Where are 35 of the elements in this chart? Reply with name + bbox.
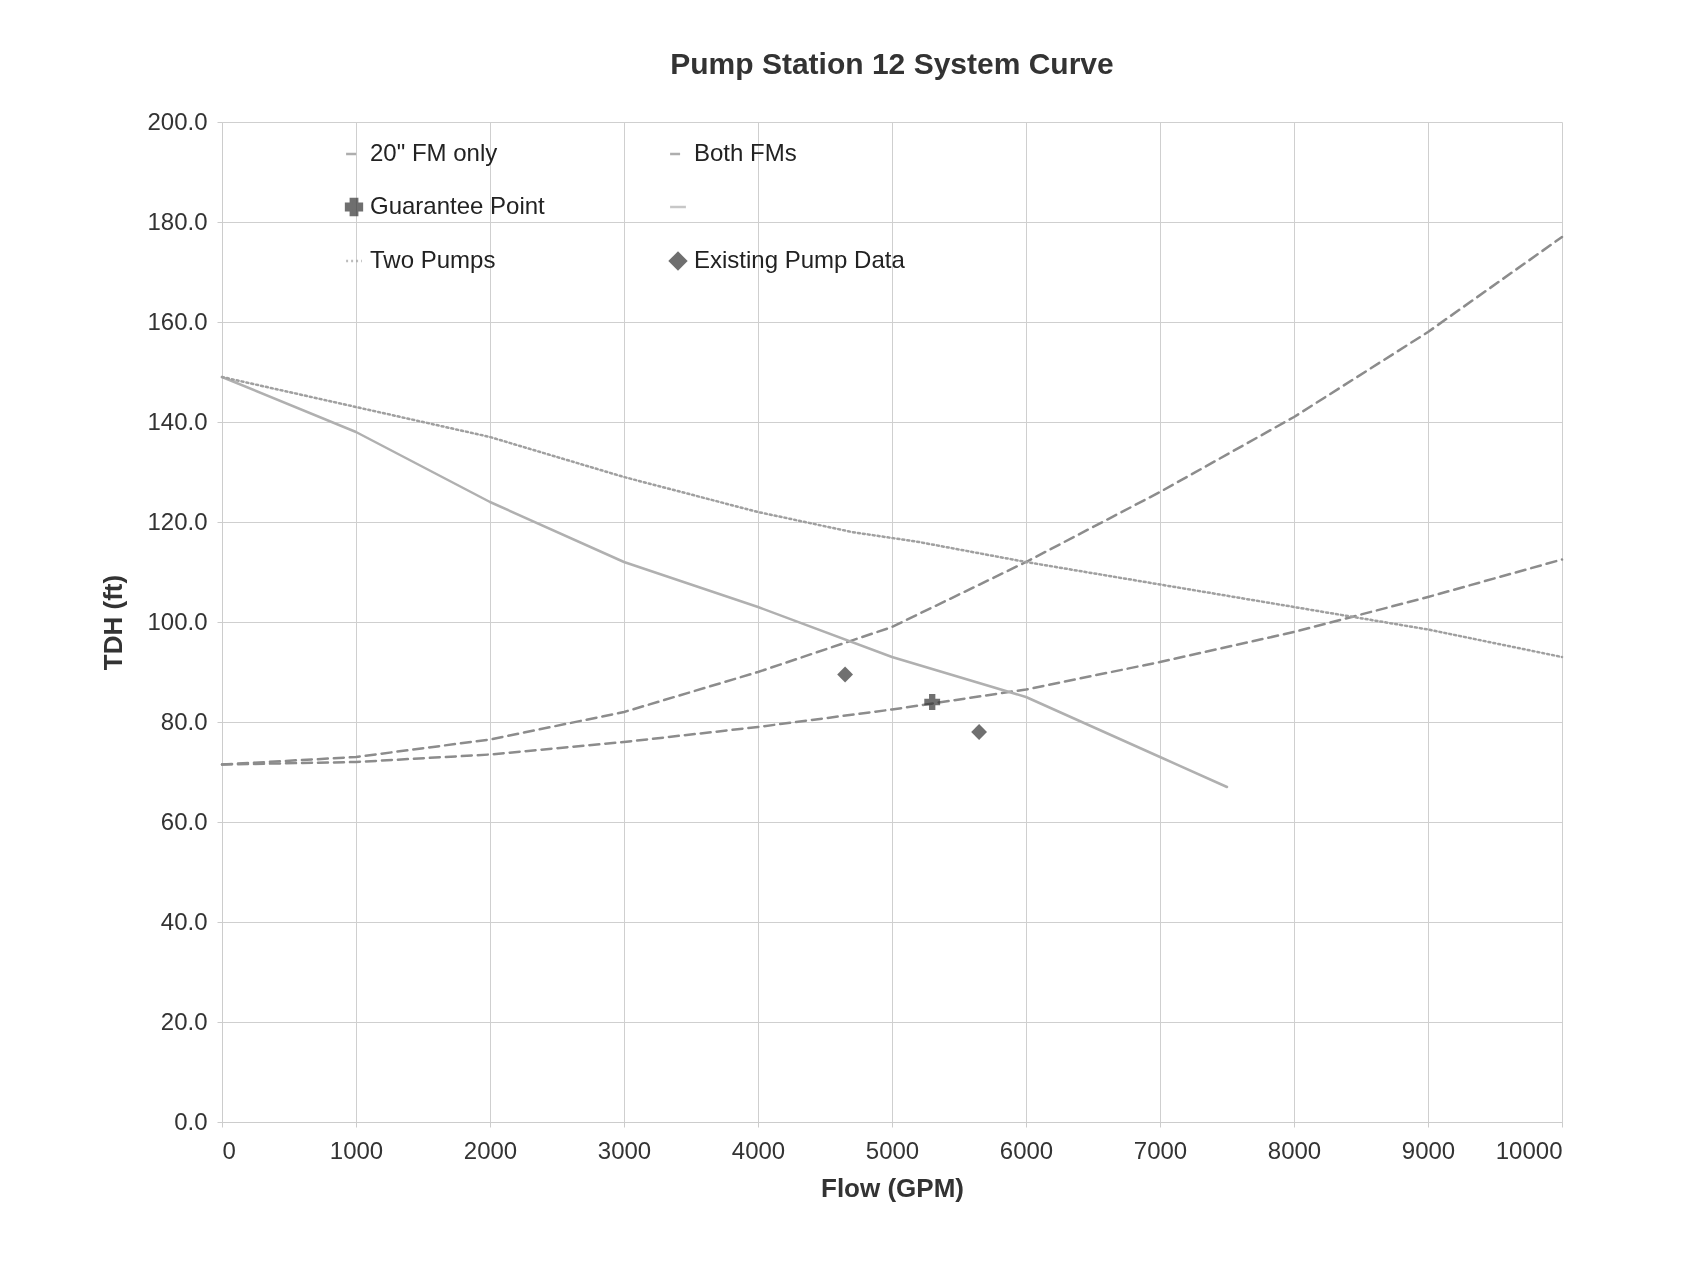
y-tick-label: 40.0 — [160, 907, 208, 935]
y-tick-label: 20.0 — [160, 1007, 208, 1035]
y-tick-label: 120.0 — [147, 507, 208, 535]
x-tick-label: 8000 — [1267, 1136, 1322, 1164]
x-tick-label: 7000 — [1133, 1136, 1188, 1164]
point — [924, 694, 941, 710]
legend-label: 20" FM only — [370, 139, 498, 166]
legend-label: Guarantee Point — [370, 192, 546, 219]
x-tick-label: 5000 — [865, 1136, 920, 1164]
point — [971, 724, 988, 740]
x-tick-label: 1000 — [329, 1136, 384, 1164]
x-tick-label: 2000 — [463, 1136, 518, 1164]
line-series — [220, 375, 1564, 659]
x-axis-title: Flow (GPM) — [821, 1172, 964, 1203]
y-tick-label: 80.0 — [160, 707, 208, 735]
y-tick-label: 180.0 — [147, 207, 208, 235]
point — [837, 666, 854, 683]
y-tick-label: 200.0 — [147, 107, 208, 135]
x-tick-label: 9000 — [1401, 1136, 1456, 1164]
y-tick-label: 140.0 — [147, 407, 208, 435]
chart-title: Pump Station 12 System Curve — [670, 47, 1114, 80]
x-tick-label: 10000 — [1495, 1136, 1563, 1164]
x-tick-label: 6000 — [999, 1136, 1054, 1164]
x-tick-label: 4000 — [731, 1136, 786, 1164]
line-series — [220, 375, 1229, 789]
y-tick-label: 100.0 — [147, 607, 208, 635]
legend-label: Existing Pump Data — [694, 246, 906, 273]
y-tick-label: 0.0 — [174, 1107, 208, 1135]
y-tick-label: 60.0 — [160, 807, 208, 835]
x-tick-label: 0 — [222, 1136, 236, 1164]
legend-label: Two Pumps — [370, 246, 496, 273]
x-tick-label: 3000 — [597, 1136, 652, 1164]
y-tick-label: 160.0 — [147, 307, 208, 335]
y-axis-title: TDH (ft) — [98, 574, 129, 671]
legend-label: Both FMs — [694, 139, 797, 166]
